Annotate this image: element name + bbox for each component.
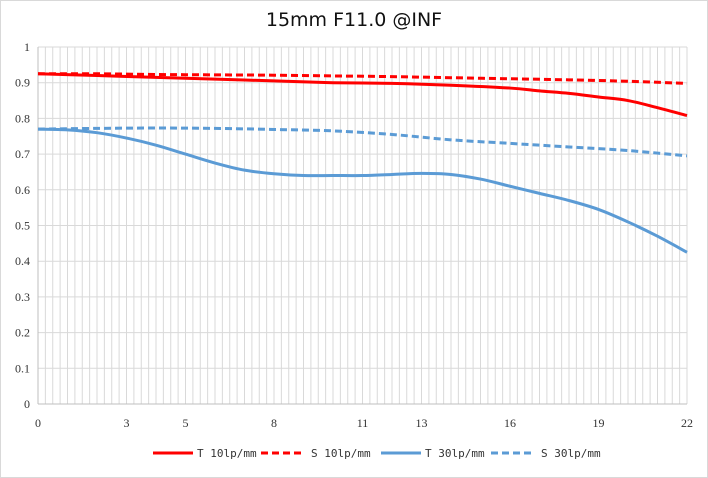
y-tick-label: 0.2	[15, 326, 30, 340]
x-tick-label: 5	[183, 416, 189, 430]
legend-label-s-30lp-mm: S 30lp/mm	[541, 447, 601, 460]
x-tick-label: 22	[681, 416, 693, 430]
y-tick-label: 0.8	[15, 111, 30, 125]
y-tick-label: 0.3	[15, 290, 30, 304]
x-tick-label: 8	[271, 416, 277, 430]
y-tick-label: 1	[24, 40, 30, 54]
legend-label-t-30lp-mm: T 30lp/mm	[425, 447, 485, 460]
series-line-t-10lp-mm	[37, 72, 688, 117]
y-tick-label: 0.9	[15, 76, 30, 90]
y-tick-label: 0.5	[15, 219, 30, 233]
y-tick-label: 0	[24, 397, 30, 411]
y-tick-label: 0.6	[15, 183, 30, 197]
x-tick-label: 19	[593, 416, 605, 430]
y-tick-label: 0.7	[15, 147, 30, 161]
chart-title: 15mm F11.0 @INF	[265, 9, 443, 31]
series-line-s-30lp-mm	[37, 126, 688, 158]
axes	[37, 47, 687, 405]
legend-label-t-10lp-mm: T 10lp/mm	[197, 447, 257, 460]
series-line-t-30lp-mm	[37, 127, 688, 254]
y-tick-labels: 0 0.1 0.2 0.3 0.4 0.5 0.6 0.7 0.8 0.9 1	[15, 40, 30, 411]
legend-label-s-10lp-mm: S 10lp/mm	[311, 447, 371, 460]
y-tick-label: 0.1	[15, 361, 30, 375]
x-tick-label: 3	[124, 416, 130, 430]
legend: T 10lp/mm S 10lp/mm T 30lp/mm S 30lp/mm	[153, 447, 601, 460]
series-lines	[37, 72, 688, 254]
x-tick-labels: 0 3 5 8 11 13 16 19 22	[35, 416, 693, 430]
x-tick-label: 0	[35, 416, 41, 430]
x-tick-label: 13	[416, 416, 428, 430]
y-tick-label: 0.4	[15, 254, 30, 268]
series-line-s-10lp-mm	[37, 72, 688, 85]
x-tick-label: 16	[504, 416, 516, 430]
x-tick-label: 11	[357, 416, 369, 430]
